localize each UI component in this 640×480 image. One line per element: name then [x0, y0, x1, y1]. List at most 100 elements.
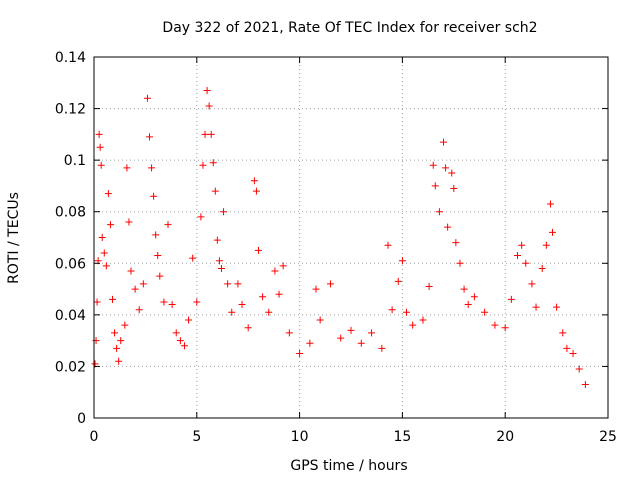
data-point — [139, 280, 147, 288]
data-point — [388, 306, 396, 314]
data-point — [113, 344, 121, 352]
data-point — [154, 252, 162, 260]
x-tick-label: 10 — [291, 429, 309, 445]
data-point — [201, 130, 209, 138]
data-point — [575, 365, 583, 373]
data-point — [429, 161, 437, 169]
data-point — [559, 329, 567, 337]
data-point — [152, 231, 160, 239]
y-tick-labels: 0 0.02 0.04 0.06 0.08 0.1 0.12 0.14 — [55, 50, 86, 427]
data-point — [569, 350, 577, 358]
data-point — [100, 249, 108, 257]
data-point — [501, 324, 509, 332]
data-point — [228, 308, 236, 316]
plot-frame — [93, 56, 609, 419]
data-point — [538, 264, 546, 272]
data-point — [121, 321, 129, 329]
data-point — [347, 326, 355, 334]
data-point — [456, 259, 464, 267]
data-point — [197, 213, 205, 221]
data-point — [398, 257, 406, 265]
data-point — [563, 344, 571, 352]
data-point — [252, 187, 260, 195]
data-point — [213, 236, 221, 244]
data-point — [316, 316, 324, 324]
data-point — [285, 329, 293, 337]
data-point — [96, 143, 104, 151]
data-point — [209, 159, 217, 167]
data-point — [211, 187, 219, 195]
y-tick-label: 0.04 — [55, 308, 86, 324]
data-point — [109, 295, 117, 303]
data-point — [234, 280, 242, 288]
data-point — [104, 190, 112, 198]
grid — [94, 57, 608, 418]
y-tick-label: 0.12 — [55, 102, 86, 118]
data-point — [419, 316, 427, 324]
data-point — [106, 221, 114, 229]
data-point — [275, 290, 283, 298]
y-tick-label: 0.06 — [55, 256, 86, 272]
data-point — [271, 267, 279, 275]
data-point — [546, 200, 554, 208]
data-point — [203, 87, 211, 95]
data-point — [148, 164, 156, 172]
data-point — [452, 239, 460, 247]
data-point — [528, 280, 536, 288]
data-point — [326, 280, 334, 288]
data-point — [160, 298, 168, 306]
data-point — [581, 380, 589, 388]
x-tick-label: 0 — [90, 429, 99, 445]
y-tick-label: 0.1 — [64, 153, 86, 169]
data-point — [254, 246, 262, 254]
y-tick-label: 0 — [77, 411, 86, 427]
data-point — [215, 257, 223, 265]
data-point — [156, 272, 164, 280]
data-point — [548, 228, 556, 236]
data-point — [296, 350, 304, 358]
data-point — [93, 298, 101, 306]
data-point — [431, 182, 439, 190]
data-point — [464, 301, 472, 309]
data-point — [220, 208, 228, 216]
data-point — [117, 337, 125, 345]
data-point — [95, 130, 103, 138]
y-tick-label: 0.14 — [55, 50, 86, 66]
data-point — [442, 164, 450, 172]
data-point — [337, 334, 345, 342]
data-point — [259, 293, 267, 301]
data-point — [265, 308, 273, 316]
data-point — [115, 357, 123, 365]
data-point — [435, 208, 443, 216]
data-point — [440, 138, 448, 146]
data-point — [368, 329, 376, 337]
data-point — [168, 301, 176, 309]
data-point — [123, 164, 131, 172]
data-point — [357, 339, 365, 347]
axis-ticks — [93, 56, 609, 419]
data-point — [189, 254, 197, 262]
data-point — [185, 316, 193, 324]
data-point — [279, 262, 287, 270]
data-point — [312, 285, 320, 293]
data-point — [491, 321, 499, 329]
data-point — [98, 234, 106, 241]
x-tick-label: 5 — [192, 429, 201, 445]
data-point — [164, 221, 172, 229]
data-point — [507, 295, 515, 303]
data-point — [522, 259, 530, 267]
data-point — [127, 267, 135, 275]
data-point — [199, 161, 207, 169]
data-point — [553, 303, 561, 311]
data-point — [518, 241, 526, 249]
x-axis-label: GPS time / hours — [290, 458, 407, 474]
data-point — [481, 308, 489, 316]
data-point — [238, 301, 246, 309]
data-point — [207, 130, 215, 138]
y-axis-label: ROTI / TECUs — [6, 192, 22, 284]
data-point — [244, 324, 252, 332]
y-tick-label: 0.02 — [55, 359, 86, 375]
data-point — [131, 285, 139, 293]
y-tick-label: 0.08 — [55, 205, 86, 221]
data-point — [146, 133, 154, 141]
